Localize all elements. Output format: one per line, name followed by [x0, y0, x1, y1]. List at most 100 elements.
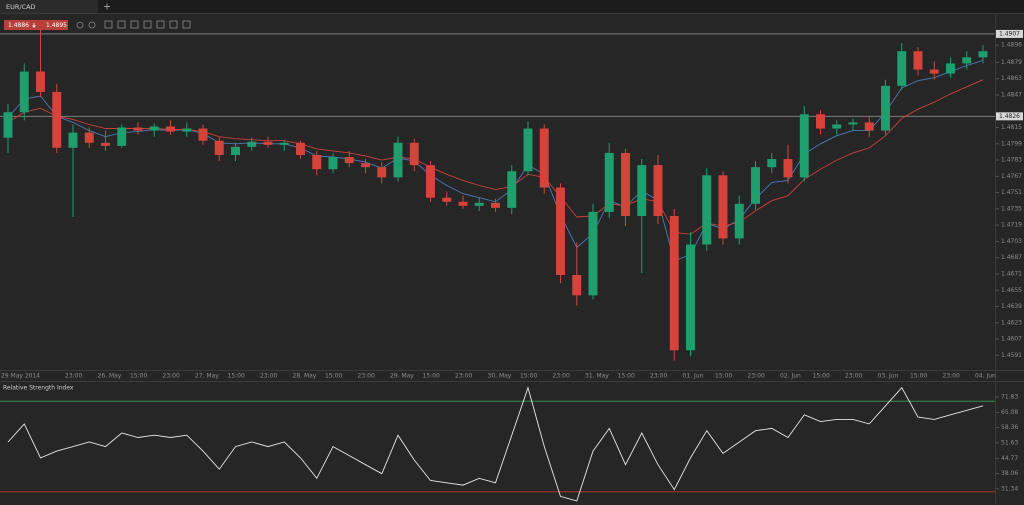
rsi-title: Relative Strength Index: [3, 385, 74, 392]
candle-body: [263, 141, 273, 145]
candle-body: [52, 91, 62, 148]
candles[interactable]: [117, 20, 126, 29]
chart-type[interactable]: [104, 20, 113, 29]
y-tick-label: 1.4863: [1001, 75, 1022, 82]
x-tick-label: 29 May 2014: [1, 373, 40, 380]
candle-body: [409, 142, 419, 166]
candle-body: [279, 142, 289, 145]
y-tick-label: 1.4639: [1001, 303, 1022, 310]
down-arrow: [32, 23, 36, 28]
y-tick-label: 1.4815: [1001, 124, 1022, 131]
candle-body: [507, 171, 517, 208]
tab-symbol: EUR/CAD: [6, 3, 36, 11]
candle-body: [68, 132, 78, 148]
candle-body: [799, 114, 809, 178]
indicators[interactable]: [130, 20, 139, 29]
y-tick-label: 58.36: [1001, 424, 1018, 431]
x-tick-label: 15:00: [910, 373, 927, 380]
candle-body: [653, 165, 663, 217]
candle-body: [166, 126, 175, 132]
candle-body: [588, 211, 598, 296]
candle-body: [783, 159, 793, 178]
price-label: 1.4907: [999, 30, 1020, 37]
candle-body: [84, 132, 94, 143]
y-tick-label: 1.4767: [1001, 173, 1022, 180]
candle-body: [296, 142, 305, 155]
candle-body: [669, 216, 679, 351]
candle-body: [426, 165, 435, 198]
candle-body: [864, 122, 874, 131]
x-tick-label: 15:00: [423, 373, 440, 380]
y-tick-label: 1.4719: [1001, 222, 1022, 229]
templates[interactable]: [143, 20, 152, 29]
drawing[interactable]: [156, 20, 165, 29]
candle-body: [344, 157, 354, 164]
candle-body: [816, 114, 825, 129]
x-tick-label: 23:00: [455, 373, 472, 380]
y-tick-label: 65.08: [1001, 409, 1018, 416]
price-label-bg: [996, 29, 1023, 38]
zoom-in[interactable]: [76, 21, 84, 29]
x-tick-label: 29. May: [390, 373, 414, 380]
y-tick-label: 1.4687: [1001, 254, 1022, 261]
candle-body: [686, 244, 695, 351]
x-tick-label: 23:00: [260, 373, 277, 380]
candle-body: [832, 124, 842, 129]
x-tick-label: 23:00: [358, 373, 375, 380]
toolbar: [76, 20, 191, 29]
y-tick-label: 44.77: [1001, 455, 1018, 462]
ask-price: 1.4895: [46, 22, 67, 29]
candle-body: [442, 197, 452, 202]
quote-box[interactable]: 1.4886 1.4895: [4, 20, 68, 30]
y-tick-label: 31.34: [1001, 485, 1018, 492]
candle-body: [149, 126, 159, 131]
x-tick-label: 30. May: [488, 373, 512, 380]
price-label-bg: [996, 112, 1023, 121]
candle-body: [767, 159, 777, 168]
candle-body: [848, 122, 858, 125]
y-tick-label: 1.4623: [1001, 319, 1022, 326]
zoom-out[interactable]: [88, 21, 96, 29]
candle-body: [3, 112, 13, 138]
x-tick-label: 15:00: [715, 373, 732, 380]
x-tick-label: 23:00: [845, 373, 862, 380]
candle-body: [491, 202, 500, 208]
candle-body: [198, 128, 208, 141]
x-tick-label: 15:00: [618, 373, 635, 380]
candle-body: [117, 127, 127, 146]
candle-body: [621, 152, 630, 217]
y-tick-label: 1.4751: [1001, 189, 1022, 196]
candle-body: [929, 69, 939, 74]
settings[interactable]: [182, 20, 191, 29]
y-tick-label: 1.4607: [1001, 336, 1022, 343]
x-tick-label: 27. May: [195, 373, 219, 380]
candle-body: [36, 71, 45, 92]
x-tick-label: 04. Jun: [975, 373, 996, 380]
tab-body: [0, 0, 98, 13]
price-label: 1.4826: [999, 113, 1020, 120]
candle-body: [751, 167, 760, 204]
new-tab-button[interactable]: [104, 3, 110, 10]
y-tick-label: 51.63: [1001, 439, 1018, 446]
y-tick-label: 1.4671: [1001, 270, 1022, 277]
tab[interactable]: EUR/CAD: [0, 0, 98, 13]
candle-body: [572, 274, 582, 296]
y-tick-label: 1.4799: [1001, 140, 1022, 147]
x-tick-label: 02. Jun: [780, 373, 801, 380]
y-tick-label: 1.4879: [1001, 59, 1022, 66]
tab-bar: [0, 0, 1024, 13]
y-tick-label: 1.4591: [1001, 352, 1022, 359]
x-tick-label: 23:00: [65, 373, 82, 380]
x-tick-label: 31. May: [585, 373, 609, 380]
bid-price: 1.4886: [8, 22, 29, 29]
objects[interactable]: [169, 20, 178, 29]
candle-body: [913, 51, 923, 70]
candle-body: [734, 203, 744, 239]
quote-bg: [4, 20, 68, 30]
y-tick-label: 1.4703: [1001, 238, 1022, 245]
x-tick-label: 28. May: [293, 373, 317, 380]
y-tick-label: 1.4783: [1001, 157, 1022, 164]
y-tick-label: 38.06: [1001, 470, 1018, 477]
